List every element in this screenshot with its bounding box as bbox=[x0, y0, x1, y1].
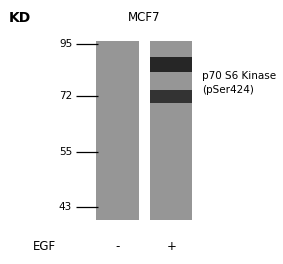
Text: 55: 55 bbox=[59, 147, 72, 157]
Text: -: - bbox=[115, 239, 120, 253]
Text: 95: 95 bbox=[59, 39, 72, 49]
Bar bbox=[150, 57, 192, 72]
Text: KD: KD bbox=[8, 11, 31, 26]
Text: p70 S6 Kinase
(pSer424): p70 S6 Kinase (pSer424) bbox=[202, 71, 276, 95]
Text: 43: 43 bbox=[59, 202, 72, 212]
Text: MCF7: MCF7 bbox=[128, 11, 160, 24]
Bar bbox=[150, 90, 192, 103]
Text: EGF: EGF bbox=[33, 239, 56, 253]
Text: +: + bbox=[166, 239, 176, 253]
Bar bbox=[150, 41, 192, 220]
Text: 72: 72 bbox=[59, 91, 72, 101]
Bar bbox=[96, 41, 139, 220]
